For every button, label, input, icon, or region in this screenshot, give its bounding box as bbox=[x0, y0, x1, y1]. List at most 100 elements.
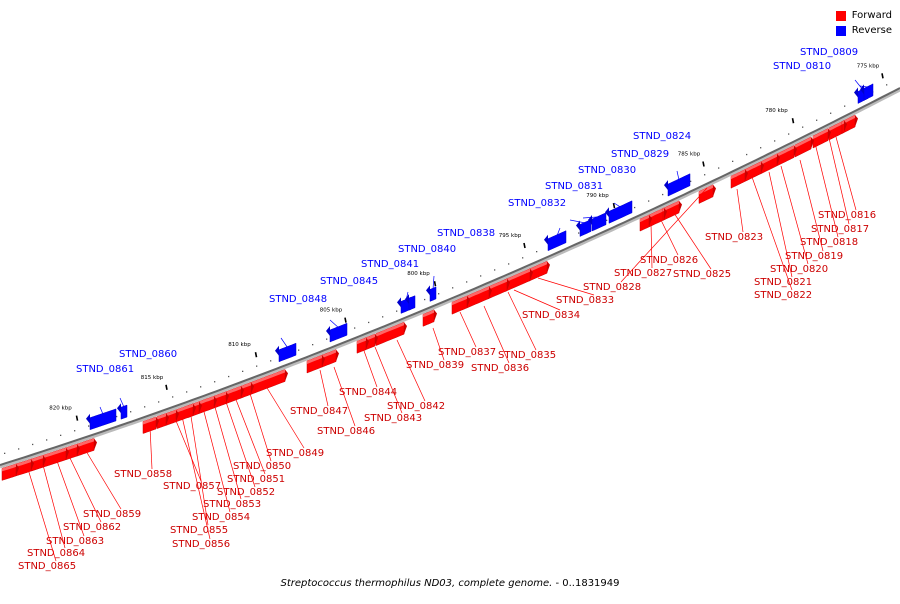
outer-dot bbox=[746, 153, 748, 156]
forward-gene-arrowhead bbox=[467, 295, 470, 308]
organism-name: Streptococcus thermophilus ND03, complet… bbox=[280, 578, 553, 589]
backbone-shadow bbox=[0, 88, 900, 469]
reverse-gene-label: STND_0830 bbox=[578, 165, 636, 176]
forward-gene-leader bbox=[27, 468, 57, 562]
outer-dot bbox=[704, 174, 706, 176]
forward-gene-leader bbox=[201, 403, 231, 513]
outer-dot bbox=[438, 293, 440, 295]
reverse-gene-STND_0829 bbox=[608, 200, 633, 224]
forward-gene-arrowhead bbox=[489, 286, 492, 299]
outer-dot bbox=[480, 275, 482, 277]
reverse-gene-STND_0841 bbox=[408, 295, 416, 311]
reverse-gene-STND_0810 bbox=[863, 83, 874, 101]
forward-gene-leader bbox=[396, 339, 426, 402]
forward-gene-label: STND_0854 bbox=[192, 512, 250, 523]
forward-gene-leader bbox=[319, 369, 329, 407]
forward-gene-highlight bbox=[66, 444, 77, 451]
forward-gene-leader bbox=[56, 460, 85, 537]
forward-gene-label: STND_0817 bbox=[811, 224, 869, 235]
forward-gene-leader bbox=[232, 391, 266, 475]
forward-gene-arrowhead bbox=[156, 417, 159, 429]
forward-gene-highlight bbox=[745, 161, 761, 173]
tick-mark bbox=[344, 317, 347, 323]
forward-gene-arrowhead bbox=[336, 349, 339, 362]
outer-dot bbox=[200, 386, 202, 388]
tick-mark bbox=[433, 281, 437, 287]
tick-mark bbox=[612, 202, 616, 209]
reverse-gene-STND_0860 bbox=[120, 404, 128, 420]
reverse-gene-arrowhead bbox=[854, 87, 858, 98]
forward-gene-arrowhead bbox=[434, 309, 437, 322]
reverse-gene-label: STND_0861 bbox=[76, 364, 134, 375]
forward-gene-arrowhead bbox=[844, 120, 847, 133]
forward-gene-label: STND_0820 bbox=[770, 264, 828, 275]
forward-gene-leader bbox=[333, 366, 356, 427]
forward-gene-label: STND_0823 bbox=[705, 232, 763, 243]
reverse-gene-arrowhead bbox=[860, 84, 864, 95]
forward-gene-leader bbox=[68, 455, 102, 523]
backbone-line bbox=[0, 87, 900, 466]
forward-gene-arrowhead bbox=[226, 391, 229, 404]
forward-gene-leader bbox=[459, 311, 477, 348]
outer-dot bbox=[158, 401, 160, 403]
reverse-gene-label: STND_0848 bbox=[269, 294, 327, 305]
outer-dot bbox=[760, 147, 762, 149]
outer-dot bbox=[144, 406, 146, 408]
tick-label: 785 kbp bbox=[678, 152, 701, 158]
outer-dot bbox=[32, 443, 34, 446]
outer-dot bbox=[578, 232, 580, 234]
forward-gene-arrowhead bbox=[404, 322, 407, 335]
reverse-gene-leader bbox=[280, 337, 288, 348]
forward-gene-label: STND_0842 bbox=[387, 401, 445, 412]
forward-gene-highlight bbox=[307, 355, 322, 364]
forward-gene-arrowhead bbox=[176, 409, 179, 422]
forward-gene-leader bbox=[374, 346, 403, 414]
forward-gene-highlight bbox=[240, 382, 251, 390]
tick-mark bbox=[523, 242, 526, 249]
outer-dot bbox=[662, 193, 664, 196]
reverse-gene-arrowhead bbox=[405, 294, 409, 305]
tick-mark bbox=[791, 118, 795, 124]
forward-gene-leader bbox=[799, 159, 824, 252]
forward-gene-arrowhead bbox=[777, 153, 780, 166]
forward-gene-highlight bbox=[829, 120, 844, 132]
tick-label: 790 kbp bbox=[586, 193, 609, 199]
reverse-gene-arrowhead bbox=[544, 234, 548, 245]
forward-gene-arrowhead bbox=[679, 200, 682, 213]
forward-gene-arrowhead bbox=[94, 438, 97, 451]
legend-reverse: Reverse bbox=[835, 23, 892, 38]
outer-dot bbox=[424, 298, 426, 301]
reverse-gene-arrowhead bbox=[117, 403, 121, 414]
forward-gene-label: STND_0849 bbox=[266, 448, 324, 459]
forward-gene-label: STND_0818 bbox=[800, 237, 858, 248]
forward-gene-label: STND_0821 bbox=[754, 277, 812, 288]
forward-gene-leader bbox=[180, 411, 211, 540]
forward-gene-highlight bbox=[699, 184, 713, 195]
forward-gene-leader bbox=[620, 187, 708, 283]
forward-gene-label: STND_0827 bbox=[614, 268, 672, 279]
reverse-gene-label: STND_0841 bbox=[361, 259, 419, 270]
forward-gene-label: STND_0819 bbox=[785, 251, 843, 262]
outer-dot bbox=[690, 180, 692, 182]
reverse-swatch bbox=[835, 25, 846, 36]
forward-gene-highlight bbox=[2, 463, 16, 472]
outer-dot bbox=[270, 360, 272, 362]
forward-gene-label: STND_0833 bbox=[556, 295, 614, 306]
forward-gene-arrowhead bbox=[375, 334, 378, 346]
forward-gene-arrowhead bbox=[794, 145, 797, 158]
outer-dot bbox=[46, 439, 48, 441]
forward-gene-highlight bbox=[663, 200, 679, 212]
forward-gene-highlight bbox=[250, 369, 285, 386]
outer-dot bbox=[88, 425, 90, 427]
forward-gene-highlight bbox=[322, 349, 336, 359]
forward-gene-leader bbox=[650, 222, 653, 269]
forward-gene-label: STND_0865 bbox=[18, 561, 76, 572]
forward-gene-leader bbox=[483, 305, 510, 364]
outer-dot bbox=[718, 167, 720, 169]
reverse-gene-label: STND_0840 bbox=[398, 244, 456, 255]
forward-gene-leader bbox=[768, 171, 793, 278]
forward-gene-highlight bbox=[157, 413, 166, 420]
forward-gene-highlight bbox=[31, 455, 43, 463]
reverse-gene-label: STND_0824 bbox=[633, 131, 691, 142]
